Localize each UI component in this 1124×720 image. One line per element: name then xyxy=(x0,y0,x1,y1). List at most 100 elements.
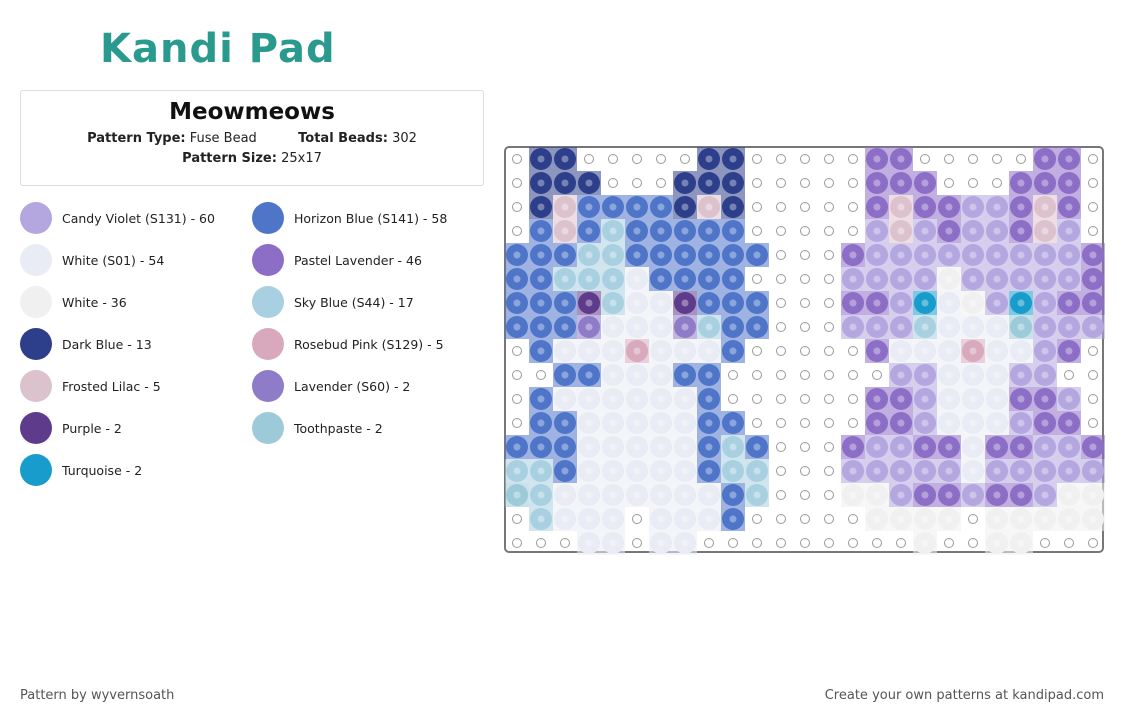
bead xyxy=(578,316,600,338)
footer-link[interactable]: Create your own patterns at kandipad.com xyxy=(824,688,1104,703)
peg xyxy=(824,298,834,308)
peg xyxy=(752,514,762,524)
bead xyxy=(602,388,624,410)
bead-hole xyxy=(1065,419,1073,427)
bead xyxy=(674,292,696,314)
bead-hole xyxy=(657,203,665,211)
peg xyxy=(824,202,834,212)
bead xyxy=(722,508,744,530)
bead xyxy=(938,436,960,458)
bead xyxy=(1010,484,1032,506)
bead-hole xyxy=(921,419,929,427)
bead-hole xyxy=(1041,515,1049,523)
peg xyxy=(800,298,810,308)
peg xyxy=(824,394,834,404)
bead-hole xyxy=(873,323,881,331)
bead-hole xyxy=(681,371,689,379)
legend-swatch xyxy=(20,244,52,276)
bead xyxy=(938,388,960,410)
peg xyxy=(1064,538,1074,548)
bead-hole xyxy=(753,299,761,307)
peg xyxy=(776,274,786,284)
bead-hole xyxy=(1065,395,1073,403)
bead-hole xyxy=(1041,443,1049,451)
bead xyxy=(530,508,552,530)
bead xyxy=(890,148,912,170)
peg xyxy=(800,178,810,188)
bead-hole xyxy=(681,491,689,499)
peg xyxy=(1016,154,1026,164)
bead xyxy=(578,340,600,362)
size-value: 25x17 xyxy=(281,151,322,166)
bead xyxy=(578,532,600,554)
bead-hole xyxy=(705,323,713,331)
bead xyxy=(698,244,720,266)
bead xyxy=(602,436,624,458)
bead xyxy=(1010,196,1032,218)
bead xyxy=(530,172,552,194)
bead xyxy=(722,436,744,458)
bead-hole xyxy=(897,443,905,451)
bead xyxy=(1010,172,1032,194)
bead-hole xyxy=(1065,323,1073,331)
bead xyxy=(650,460,672,482)
bead xyxy=(506,460,528,482)
bead xyxy=(962,316,984,338)
bead xyxy=(674,244,696,266)
bead-hole xyxy=(993,467,1001,475)
bead xyxy=(914,292,936,314)
bead-hole xyxy=(729,299,737,307)
legend-label: Sky Blue (S44) - 17 xyxy=(294,294,414,310)
bead xyxy=(674,508,696,530)
bead xyxy=(938,412,960,434)
bead xyxy=(1010,316,1032,338)
peg xyxy=(848,178,858,188)
bead-hole xyxy=(1089,251,1097,259)
peg xyxy=(752,418,762,428)
bead xyxy=(674,388,696,410)
bead-hole xyxy=(633,491,641,499)
peg xyxy=(1088,178,1098,188)
bead xyxy=(554,316,576,338)
peg xyxy=(776,298,786,308)
bead xyxy=(626,196,648,218)
peg xyxy=(512,154,522,164)
legend-label: Horizon Blue (S141) - 58 xyxy=(294,210,448,226)
bead-hole xyxy=(897,491,905,499)
bead-hole xyxy=(681,515,689,523)
bead xyxy=(722,316,744,338)
bead xyxy=(554,268,576,290)
bead-hole xyxy=(969,323,977,331)
bead xyxy=(890,196,912,218)
peg xyxy=(776,466,786,476)
bead-hole xyxy=(921,347,929,355)
bead-hole xyxy=(657,395,665,403)
bead xyxy=(722,460,744,482)
bead-hole xyxy=(873,419,881,427)
bead xyxy=(578,268,600,290)
bead xyxy=(674,196,696,218)
bead-hole xyxy=(609,371,617,379)
bead-hole xyxy=(729,323,737,331)
bead-hole xyxy=(633,395,641,403)
bead xyxy=(698,484,720,506)
peg xyxy=(1088,418,1098,428)
bead xyxy=(1058,172,1080,194)
bead xyxy=(866,436,888,458)
bead xyxy=(554,292,576,314)
bead xyxy=(650,220,672,242)
logo[interactable]: Kandi Pad xyxy=(100,26,336,72)
bead-hole xyxy=(1017,419,1025,427)
peg xyxy=(776,202,786,212)
bead xyxy=(938,316,960,338)
bead xyxy=(602,460,624,482)
bead-hole xyxy=(849,251,857,259)
legend-swatch xyxy=(252,328,284,360)
bead-hole xyxy=(633,275,641,283)
peg xyxy=(728,370,738,380)
bead-hole xyxy=(513,251,521,259)
bead xyxy=(890,268,912,290)
bead-hole xyxy=(1017,179,1025,187)
bead-hole xyxy=(1065,251,1073,259)
bead xyxy=(530,292,552,314)
